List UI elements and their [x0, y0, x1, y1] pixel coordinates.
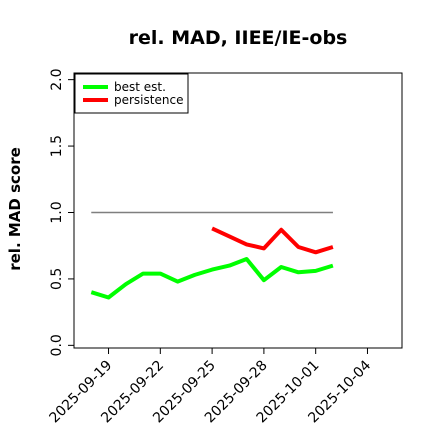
legend: best est. persistence [74, 73, 189, 114]
chart-title: rel. MAD, IIEE/IE-obs [129, 27, 348, 49]
y-axis-label: rel. MAD score [6, 147, 24, 271]
y-tick-label: 1.5 [49, 135, 65, 157]
series-line-best-est [90, 257, 334, 300]
y-axis: 0.0 0.5 1.0 1.5 2.0 [49, 69, 74, 356]
legend-label-best-est: best est. [114, 80, 166, 94]
series-group [90, 226, 334, 300]
y-tick-label: 0.5 [49, 268, 65, 290]
series-line-persistence [211, 226, 334, 255]
plot-frame [73, 72, 403, 349]
y-tick-label: 1.0 [49, 201, 65, 223]
x-axis: 2025-09-192025-09-222025-09-252025-09-28… [47, 348, 374, 426]
y-tick-label: 2.0 [49, 69, 65, 91]
legend-box [74, 73, 189, 114]
legend-label-persistence: persistence [114, 93, 183, 107]
y-tick-label: 0.0 [49, 334, 65, 356]
